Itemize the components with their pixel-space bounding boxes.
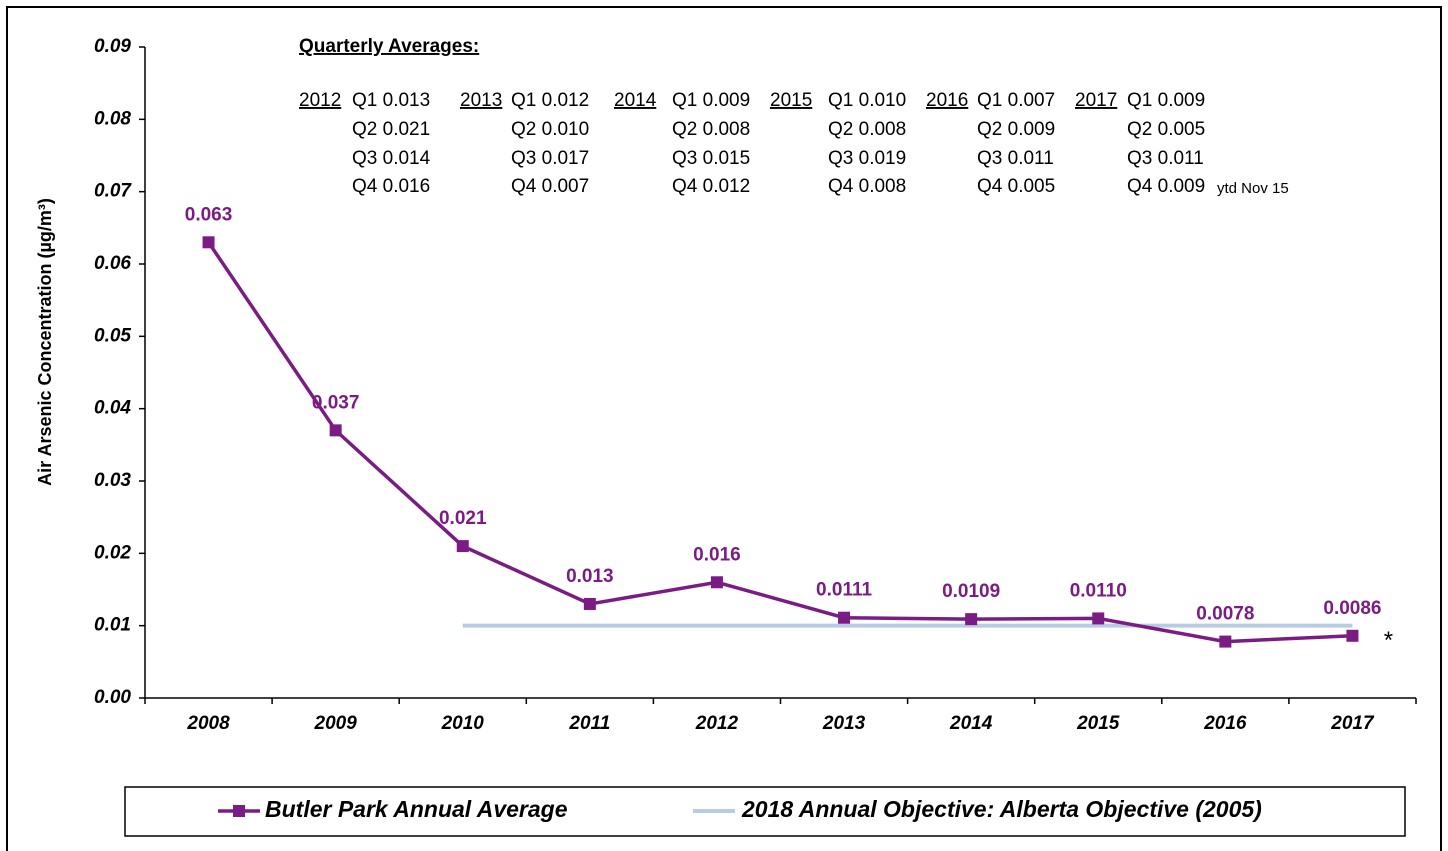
annotation-quarter: Q1 0.009 <box>672 90 750 111</box>
y-tick-label: 0.09 <box>94 36 131 57</box>
annotation-quarter: Q1 0.009 <box>1127 90 1205 111</box>
annotation-year: 2016 <box>926 90 968 111</box>
y-axis-label: Air Arsenic Concentration (µg/m³) <box>35 198 55 486</box>
y-tick-label: 0.05 <box>94 325 131 346</box>
annotation-quarter: Q2 0.008 <box>672 119 750 140</box>
annotation-quarter: Q4 0.007 <box>511 176 589 197</box>
y-tick-label: 0.03 <box>94 470 131 491</box>
point-marker <box>583 597 596 610</box>
data-label: 0.063 <box>185 204 233 225</box>
x-tick-label: 2011 <box>568 713 610 734</box>
data-label: 0.037 <box>312 392 360 413</box>
annotation-quarter: Q1 0.012 <box>511 90 589 111</box>
point-marker <box>1219 635 1232 648</box>
data-label: 0.013 <box>566 566 614 587</box>
annotation-quarter: Q3 0.011 <box>977 148 1054 169</box>
annotation-title: Quarterly Averages: <box>299 36 479 57</box>
annotation-quarter: Q1 0.013 <box>352 90 430 111</box>
legend-marker <box>233 805 245 817</box>
annotation-year: 2017 <box>1075 90 1117 111</box>
point-marker <box>838 611 851 624</box>
data-label: 0.0078 <box>1196 604 1254 625</box>
annotation-quarter: Q4 0.016 <box>352 176 430 197</box>
annotation-quarter: Q4 0.009 <box>1127 176 1205 197</box>
point-marker <box>329 424 342 437</box>
point-marker <box>1092 612 1105 625</box>
asterisk: * <box>1384 627 1393 654</box>
y-tick-label: 0.08 <box>94 108 131 129</box>
point-marker <box>710 576 723 589</box>
point-marker <box>202 236 215 249</box>
annotation-quarter: Q3 0.015 <box>672 148 750 169</box>
data-label: 0.0110 <box>1070 580 1127 601</box>
legend-box <box>124 786 1406 837</box>
point-marker <box>965 613 978 626</box>
point-marker <box>456 540 469 553</box>
x-tick-label: 2012 <box>695 713 739 734</box>
x-tick-label: 2009 <box>314 713 358 734</box>
data-label: 0.021 <box>439 508 487 529</box>
annotation-quarter: Q3 0.019 <box>828 148 906 169</box>
y-tick-label: 0.01 <box>94 615 131 636</box>
annotation-quarter: Q3 0.011 <box>1127 148 1204 169</box>
annotation-quarter: Q2 0.005 <box>1127 119 1205 140</box>
x-tick-label: 2016 <box>1203 713 1247 734</box>
x-tick-label: 2010 <box>441 713 485 734</box>
annotation-quarter: Q4 0.012 <box>672 176 750 197</box>
y-tick-label: 0.00 <box>94 687 131 708</box>
annotation-year: 2014 <box>614 90 657 111</box>
x-tick-label: 2017 <box>1330 713 1375 734</box>
chart-border <box>6 6 1442 851</box>
x-tick-label: 2008 <box>186 713 230 734</box>
y-tick-label: 0.06 <box>94 253 131 274</box>
x-tick-label: 2013 <box>822 713 866 734</box>
legend-label: Butler Park Annual Average <box>265 796 568 822</box>
series-line <box>207 241 1353 644</box>
y-tick-label: 0.04 <box>94 398 131 419</box>
legend-label: 2018 Annual Objective: Alberta Objective… <box>741 796 1262 822</box>
annotation-quarter: Q3 0.017 <box>511 148 589 169</box>
annotation-quarter: Q1 0.007 <box>977 90 1055 111</box>
annotation-quarter: Q3 0.014 <box>352 148 431 169</box>
point-marker <box>1346 629 1359 642</box>
annotation-year: 2015 <box>770 90 812 111</box>
annotation-quarter: Q2 0.008 <box>828 119 906 140</box>
annotation-quarter: Q4 0.008 <box>828 176 906 197</box>
annotation-year: 2013 <box>460 90 502 111</box>
y-tick-label: 0.07 <box>94 181 132 202</box>
data-label: 0.0109 <box>942 581 1000 602</box>
x-tick-label: 2014 <box>949 713 993 734</box>
y-tick-label: 0.02 <box>94 542 131 563</box>
annotation-quarter: Q4 0.005 <box>977 176 1055 197</box>
annotation-note: ytd Nov 15 <box>1217 180 1289 197</box>
annotation-quarter: Q1 0.010 <box>828 90 906 111</box>
x-tick-label: 2015 <box>1076 713 1120 734</box>
annotation-quarter: Q2 0.009 <box>977 119 1055 140</box>
data-label: 0.016 <box>693 544 741 565</box>
annotation-quarter: Q2 0.021 <box>352 119 430 140</box>
annotation-quarter: Q2 0.010 <box>511 119 589 140</box>
data-label: 0.0111 <box>816 580 872 601</box>
annotation-year: 2012 <box>299 90 341 111</box>
data-label: 0.0086 <box>1323 598 1381 619</box>
